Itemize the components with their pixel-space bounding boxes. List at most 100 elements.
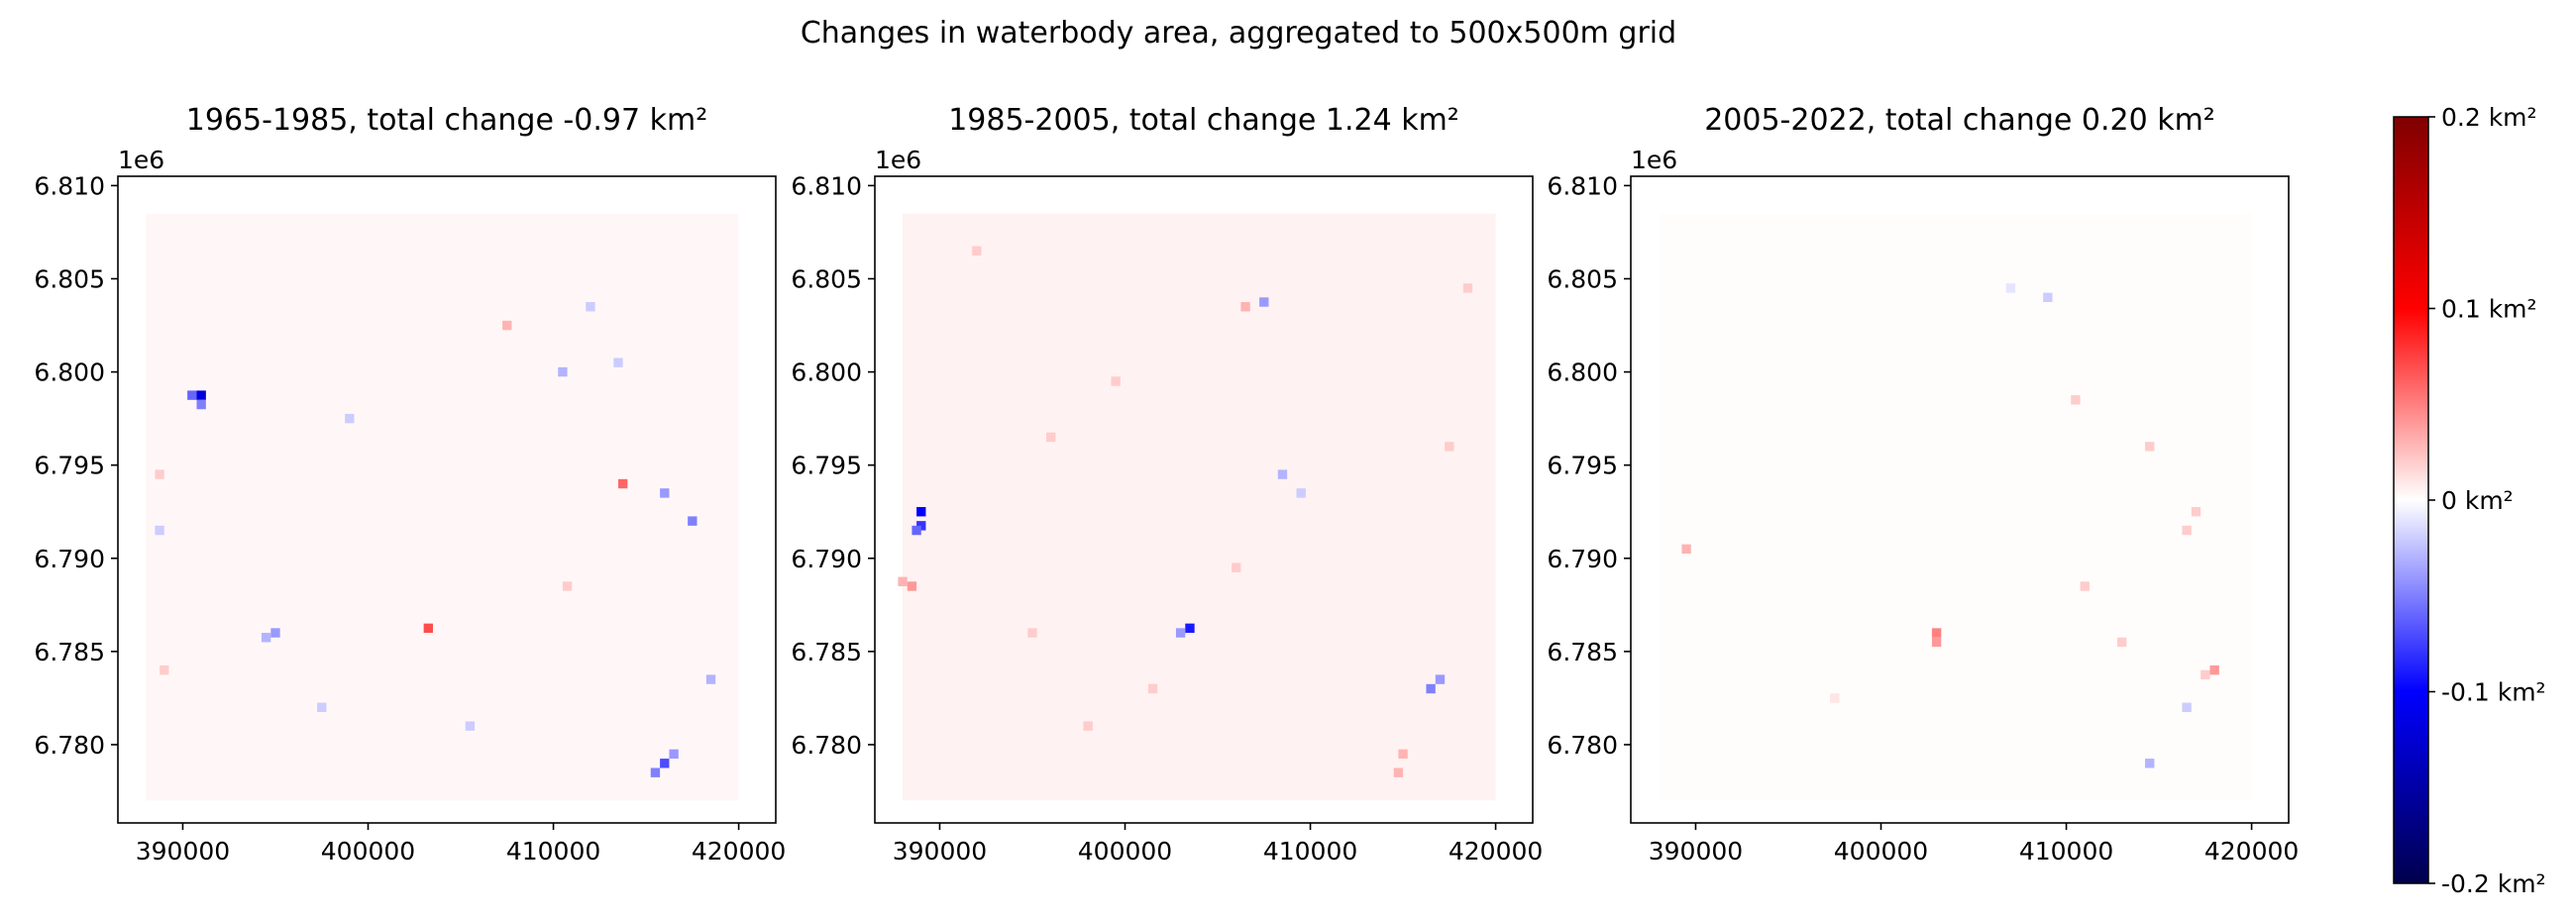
raster-cell (155, 525, 164, 536)
raster-cell (270, 628, 280, 638)
panel-title: 1965-1985, total change -0.97 km² (186, 103, 707, 138)
y-tick-label: 6.790 (1547, 545, 1618, 573)
y-tick-label: 6.785 (34, 638, 105, 666)
raster-cell (2209, 664, 2219, 675)
raster-cell (898, 576, 908, 587)
raster-cell (669, 749, 679, 760)
raster-cell (423, 623, 433, 634)
raster-cell (1445, 442, 1454, 452)
x-tick-label: 390000 (1649, 837, 1743, 866)
y-offset-label: 1e6 (875, 146, 921, 174)
x-tick-label: 410000 (2019, 837, 2113, 866)
raster-cell (502, 320, 512, 331)
raster-cell (912, 525, 921, 536)
y-offset-label: 1e6 (118, 146, 164, 174)
x-tick-label: 400000 (321, 837, 415, 866)
raster-background (146, 213, 739, 801)
raster-cell (317, 702, 327, 713)
raster-cell (650, 767, 661, 777)
y-tick-label: 6.800 (791, 358, 862, 387)
axes-frame (1630, 175, 2290, 824)
panel-3: 2005-2022, total change 0.20 km² 390000 40… (1547, 103, 2299, 866)
raster-cell (2080, 581, 2090, 591)
axes-frame (117, 175, 777, 824)
colorbar-tick-label: -0.2 km² (2441, 869, 2546, 898)
raster-cell (261, 633, 271, 643)
panel-1: 1965-1985, total change -0.97 km² 390000 4… (34, 103, 786, 866)
x-tick-label: 420000 (2204, 837, 2299, 866)
y-tick-label: 6.805 (1547, 265, 1618, 294)
y-tick-label: 6.805 (34, 265, 105, 294)
raster-cell (1240, 302, 1250, 312)
colorbar-gradient (2393, 116, 2429, 884)
x-tick-label: 420000 (692, 837, 786, 866)
raster-cell (196, 390, 206, 400)
raster-cell (1462, 283, 1473, 293)
raster-cell (1681, 544, 1691, 555)
raster-cell (2191, 507, 2201, 517)
raster-cell (660, 488, 670, 498)
raster-cell (2043, 292, 2053, 303)
raster-cell (1931, 628, 1942, 638)
colorbar-tick-label: -0.1 km² (2441, 678, 2546, 707)
raster-cell (562, 581, 573, 591)
raster-cell (1393, 767, 1404, 777)
raster-cell (2145, 759, 2155, 768)
panel-title: 2005-2022, total change 0.20 km² (1704, 103, 2215, 138)
raster-cell (155, 469, 164, 479)
raster-cell (972, 246, 982, 255)
colorbar-tick-label: 0.2 km² (2441, 103, 2537, 132)
raster-cell (2145, 442, 2155, 452)
raster-cell (1083, 721, 1093, 731)
raster-cell (465, 721, 476, 731)
raster-cell (2005, 283, 2016, 293)
raster-cell (160, 664, 169, 675)
raster-cell (1027, 628, 1037, 638)
raster-cell (196, 399, 206, 410)
y-offset-label: 1e6 (1631, 146, 1677, 174)
x-tick-label: 400000 (1834, 837, 1928, 866)
raster-cell (2071, 395, 2081, 405)
y-tick-label: 6.790 (791, 545, 862, 573)
raster-cell (1111, 376, 1121, 386)
raster-cell (1830, 693, 1840, 703)
y-tick-label: 6.780 (791, 731, 862, 760)
raster-cell (907, 581, 917, 591)
y-tick-label: 6.785 (791, 638, 862, 666)
raster-cell (660, 759, 670, 768)
raster-cell (558, 366, 568, 377)
raster-cell (705, 674, 716, 684)
raster-cell (1046, 432, 1056, 443)
raster-cell (345, 413, 355, 424)
raster-cell (613, 357, 623, 367)
colorbar: 0.2 km² 0.1 km² 0 km² -0.1 km² -0.2 km² (2393, 103, 2546, 898)
raster-cell (2116, 637, 2127, 648)
y-tick-label: 6.780 (1547, 731, 1618, 760)
raster-cell (2200, 669, 2210, 680)
raster-cell (2182, 702, 2192, 713)
x-tick-label: 410000 (1263, 837, 1357, 866)
colorbar-tick-label: 0.1 km² (2441, 295, 2537, 324)
x-tick-label: 390000 (136, 837, 230, 866)
y-tick-label: 6.810 (34, 171, 105, 200)
colorbar-tick-label: 0 km² (2441, 486, 2514, 515)
raster-cell (916, 521, 926, 531)
raster-cell (2182, 525, 2192, 536)
y-tick-label: 6.785 (1547, 638, 1618, 666)
panel-title: 1985-2005, total change 1.24 km² (948, 103, 1459, 138)
raster-cell (1232, 562, 1241, 572)
y-tick-label: 6.795 (34, 452, 105, 480)
raster-cell (1931, 637, 1942, 648)
y-tick-label: 6.805 (791, 265, 862, 294)
x-tick-label: 390000 (893, 837, 987, 866)
raster-cell (618, 478, 628, 489)
raster-cell (187, 390, 197, 400)
raster-cell (1259, 297, 1269, 307)
raster-cell (1175, 628, 1186, 638)
raster-cell (586, 302, 595, 312)
axes-frame (874, 175, 1534, 824)
raster-cell (1435, 674, 1446, 684)
raster-cell (1185, 623, 1195, 634)
y-tick-label: 6.795 (1547, 452, 1618, 480)
